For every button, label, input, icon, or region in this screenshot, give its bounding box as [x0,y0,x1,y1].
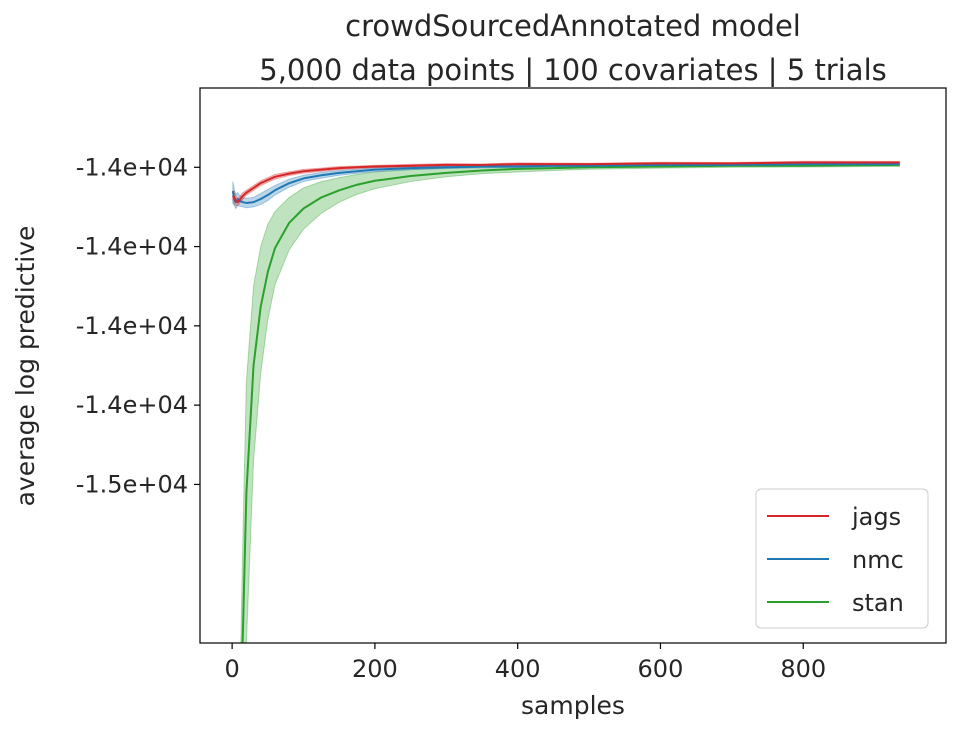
y-tick-label: -1.5e+04 [76,470,188,498]
x-tick-label: 600 [638,655,684,683]
stan-band [240,162,901,643]
stan-line [241,163,900,643]
y-axis: -1.4e+04 -1.4e+04 -1.4e+04 -1.4e+04 -1.5e+04 [76,153,200,498]
y-tick-label: -1.4e+04 [76,312,188,340]
legend: jags nmc stan [755,488,929,629]
x-axis-label: samples [521,691,625,720]
plot-frame [199,87,947,644]
y-tick-label: -1.4e+04 [76,233,188,261]
legend-label-stan: stan [852,589,904,617]
x-tick-label: 400 [495,655,541,683]
confidence-bands [232,160,901,643]
nmc-line [231,163,900,204]
legend-label-nmc: nmc [852,546,904,574]
x-axis: 0 200 400 600 800 [224,643,826,683]
jags-line [232,161,900,204]
legend-box [755,488,929,629]
chart-subtitle: 5,000 data points | 100 covariates | 5 t… [259,53,886,87]
chart-title: crowdSourcedAnnotated model [345,9,801,43]
y-axis-label: average log predictive [11,226,40,507]
legend-label-jags: jags [851,503,901,531]
y-tick-label: -1.4e+04 [76,153,188,181]
x-tick-label: 200 [352,655,398,683]
series-lines [231,161,900,643]
x-tick-label: 800 [780,655,826,683]
x-tick-label: 0 [224,655,239,683]
y-tick-label: -1.4e+04 [76,391,188,419]
